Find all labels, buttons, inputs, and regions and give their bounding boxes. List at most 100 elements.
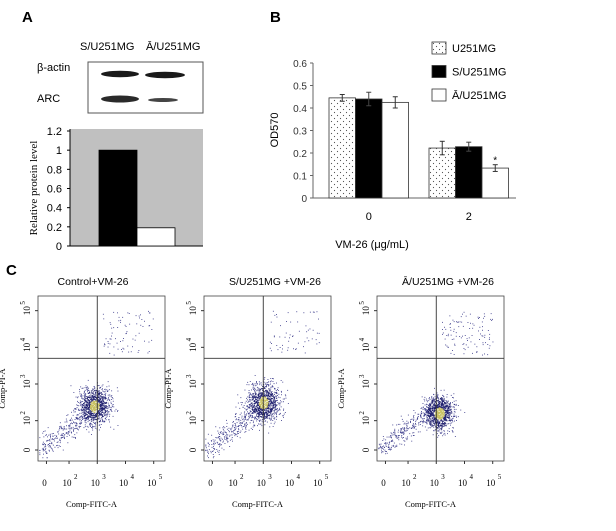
data-point [84, 415, 86, 417]
data-point [276, 393, 278, 395]
data-point [410, 422, 411, 423]
data-point [228, 427, 230, 429]
data-point [66, 428, 68, 430]
data-point [85, 395, 86, 397]
data-point [256, 406, 258, 408]
data-point [101, 410, 103, 411]
data-point [406, 425, 408, 426]
data-point [439, 409, 441, 411]
data-point [257, 401, 259, 403]
data-point [84, 387, 86, 389]
data-point [258, 396, 260, 397]
data-point [231, 434, 233, 436]
data-point [429, 421, 431, 423]
data-point [262, 409, 264, 410]
data-point [87, 389, 89, 391]
y-tick-label: 10 [188, 342, 198, 352]
data-point [84, 401, 86, 403]
data-point [64, 428, 65, 430]
data-point [259, 382, 261, 384]
data-point [253, 398, 254, 400]
data-point [89, 400, 91, 401]
data-point [267, 416, 268, 418]
data-point [255, 410, 257, 411]
data-point [65, 418, 67, 420]
data-point [152, 318, 154, 320]
data-point [102, 412, 104, 413]
data-point [255, 389, 257, 391]
data-point [49, 433, 51, 435]
data-point [431, 408, 433, 410]
data-point [259, 421, 261, 422]
data-point [420, 408, 422, 409]
data-point [78, 429, 79, 431]
data-point [436, 405, 438, 407]
data-point [83, 407, 85, 408]
data-point [428, 420, 430, 422]
data-point [444, 406, 446, 408]
data-point [434, 402, 436, 403]
data-point [263, 404, 265, 406]
data-point [431, 423, 433, 425]
data-point [210, 450, 212, 452]
data-point [102, 400, 104, 401]
data-point [427, 407, 429, 408]
data-point [102, 410, 104, 412]
data-point [79, 423, 81, 424]
data-point [88, 399, 90, 400]
data-point [219, 431, 221, 433]
data-point [90, 401, 92, 403]
y-tick-label: 0.1 [293, 172, 307, 183]
data-point [295, 348, 297, 350]
data-point [278, 409, 280, 411]
data-point [429, 417, 430, 419]
y-tick-label: 10 [22, 342, 32, 352]
data-point [270, 408, 272, 410]
data-point [448, 415, 450, 417]
data-point [88, 404, 90, 406]
x-tick-exponent: 5 [159, 473, 163, 481]
data-point [103, 421, 105, 423]
data-point [101, 400, 103, 402]
data-point [69, 429, 71, 431]
data-point [266, 386, 267, 388]
data-point [109, 352, 111, 354]
data-point [426, 401, 428, 403]
data-point [102, 313, 104, 315]
data-point [273, 399, 274, 401]
data-point [260, 400, 261, 402]
data-point [428, 412, 430, 413]
data-point [272, 408, 273, 410]
data-point [248, 392, 250, 394]
data-point [258, 403, 260, 405]
data-point [258, 398, 260, 400]
data-point [92, 408, 94, 410]
data-point [437, 396, 438, 397]
data-point [89, 401, 91, 403]
data-point [426, 414, 428, 416]
data-point [272, 386, 273, 388]
data-point [442, 412, 444, 414]
data-point [443, 416, 445, 418]
data-point [84, 407, 86, 409]
data-point [77, 417, 79, 419]
data-point [258, 423, 259, 425]
data-point [406, 423, 408, 425]
data-point [280, 406, 282, 408]
data-point [75, 425, 77, 427]
data-point [91, 409, 93, 411]
data-point [226, 426, 228, 427]
data-point [252, 397, 254, 399]
data-point [106, 410, 108, 411]
data-point [247, 396, 249, 398]
data-point [238, 419, 240, 420]
data-point [435, 413, 437, 415]
data-point [384, 449, 386, 451]
data-point [464, 335, 466, 336]
data-point [247, 381, 249, 383]
x-axis-label: Comp-FITC-A [405, 499, 457, 509]
data-point [258, 415, 260, 417]
data-point [449, 417, 450, 419]
y-axis-label: Comp-PI-A [163, 368, 173, 409]
data-point [93, 408, 95, 410]
